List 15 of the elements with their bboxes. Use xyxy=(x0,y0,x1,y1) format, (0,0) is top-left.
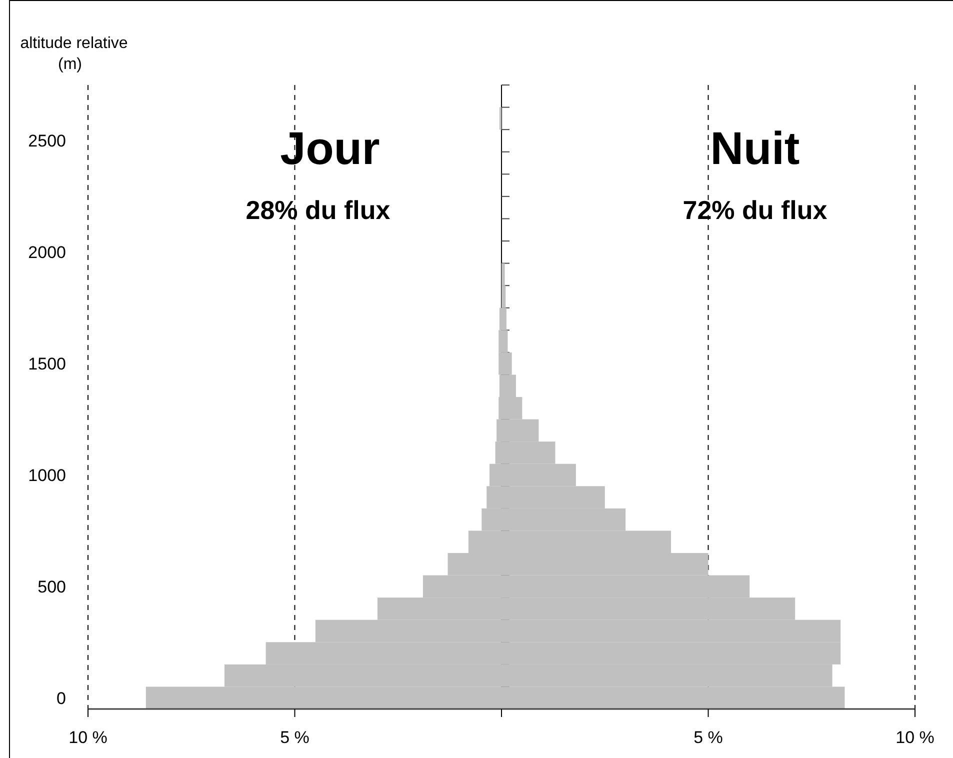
x-tick-label: 5 % xyxy=(280,728,310,747)
x-tick-label: 10 % xyxy=(896,728,934,747)
x-tick-label: 10 % xyxy=(68,728,108,747)
y-tick-label: 500 xyxy=(38,577,66,596)
y-tick-label: 1500 xyxy=(28,354,66,374)
annotation: 28% du flux xyxy=(246,195,391,225)
y-tick-label: 2500 xyxy=(28,132,66,151)
y-tick-label: 2000 xyxy=(28,243,66,262)
annotation: Jour xyxy=(280,122,380,174)
y-axis-title: altitude relative (m) xyxy=(20,35,128,73)
annotation: Nuit xyxy=(710,122,800,174)
y-tick-label: 0 xyxy=(56,688,66,708)
x-tick-label: 5 % xyxy=(694,728,723,747)
y-tick-label: 1000 xyxy=(28,466,66,485)
annotation: 72% du flux xyxy=(682,195,828,225)
